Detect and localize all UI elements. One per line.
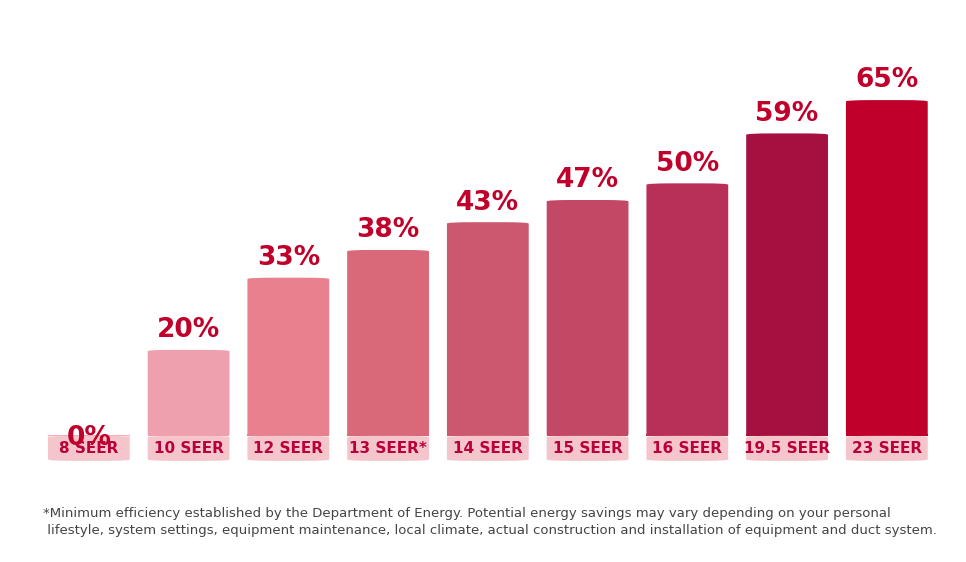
Text: 38%: 38% [356, 217, 419, 243]
FancyBboxPatch shape [846, 436, 927, 461]
FancyBboxPatch shape [247, 278, 329, 436]
Text: 65%: 65% [855, 67, 919, 93]
FancyBboxPatch shape [547, 200, 629, 436]
Bar [447, 434, 528, 436]
Text: 12 SEER: 12 SEER [253, 441, 324, 456]
Text: 33%: 33% [257, 245, 320, 271]
Text: 43%: 43% [456, 189, 520, 216]
FancyBboxPatch shape [646, 183, 728, 436]
Text: 0%: 0% [67, 425, 111, 451]
Bar [746, 434, 828, 436]
Text: 47%: 47% [556, 167, 619, 193]
Bar [347, 434, 429, 436]
Text: *Minimum efficiency established by the Department of Energy. Potential energy sa: *Minimum efficiency established by the D… [43, 507, 937, 537]
Text: 50%: 50% [656, 151, 719, 176]
Text: 19.5 SEER: 19.5 SEER [744, 441, 830, 456]
FancyBboxPatch shape [48, 436, 129, 461]
Text: 16 SEER: 16 SEER [652, 441, 723, 456]
Bar [148, 434, 230, 436]
FancyBboxPatch shape [148, 350, 230, 436]
FancyBboxPatch shape [347, 250, 429, 436]
Text: 20%: 20% [156, 317, 220, 343]
FancyBboxPatch shape [746, 436, 828, 461]
Text: 8 SEER: 8 SEER [59, 441, 119, 456]
FancyBboxPatch shape [48, 434, 129, 437]
Bar [846, 434, 927, 436]
FancyBboxPatch shape [447, 222, 528, 436]
Bar [547, 434, 629, 436]
FancyBboxPatch shape [247, 436, 329, 461]
Text: 59%: 59% [755, 101, 819, 127]
Text: 23 SEER: 23 SEER [852, 441, 922, 456]
Bar [646, 434, 728, 436]
FancyBboxPatch shape [148, 436, 230, 461]
FancyBboxPatch shape [746, 133, 828, 436]
Text: 15 SEER: 15 SEER [553, 441, 622, 456]
FancyBboxPatch shape [447, 436, 528, 461]
FancyBboxPatch shape [846, 100, 927, 436]
FancyBboxPatch shape [646, 436, 728, 461]
Bar [247, 434, 329, 436]
FancyBboxPatch shape [347, 436, 429, 461]
Text: 13 SEER*: 13 SEER* [349, 441, 427, 456]
Text: 10 SEER: 10 SEER [154, 441, 223, 456]
FancyBboxPatch shape [547, 436, 629, 461]
Text: 14 SEER: 14 SEER [453, 441, 523, 456]
